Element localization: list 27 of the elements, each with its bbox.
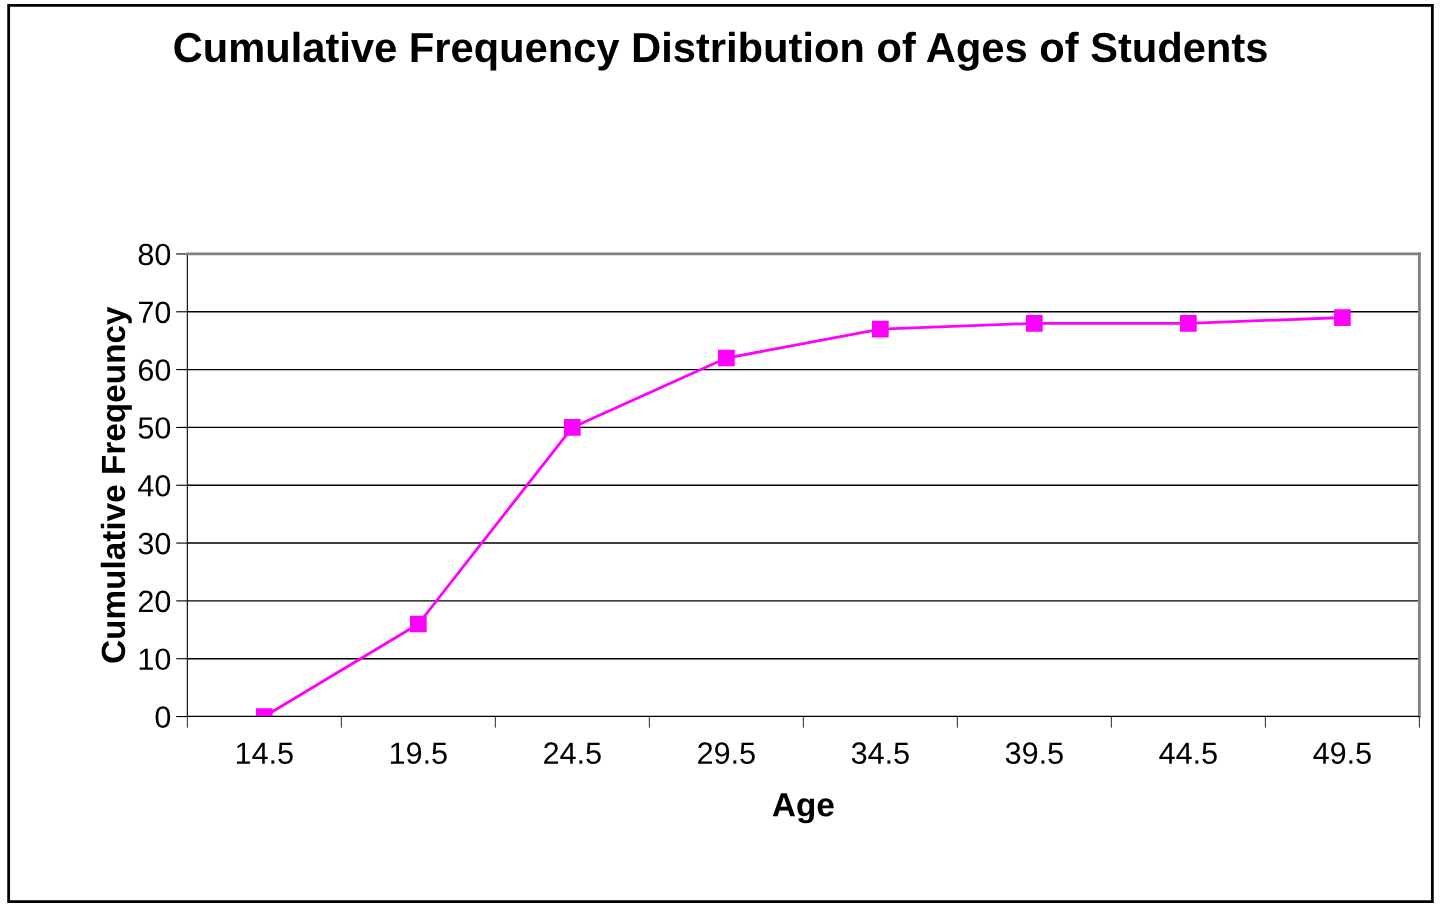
x-tick-label: 24.5 xyxy=(544,742,601,764)
y-tick-label: 70 xyxy=(138,301,171,324)
point xyxy=(1180,315,1197,332)
y-axis-title: Cumulative Freqeuncy xyxy=(100,306,132,663)
y-tick-label: 40 xyxy=(138,474,171,497)
y-tick-label: 50 xyxy=(138,417,171,439)
point xyxy=(1334,309,1351,326)
chart-title: Cumulative Frequency Distribution of Ages of Students xyxy=(174,31,1267,71)
y-tick-label: 10 xyxy=(139,648,171,671)
point xyxy=(564,419,581,436)
y-tick-label: 0 xyxy=(155,706,171,728)
y-tick-label: 20 xyxy=(138,590,171,613)
x-tick-label: 29.5 xyxy=(698,742,755,764)
x-axis-title: Age xyxy=(772,793,834,824)
x-tick-label: 34.5 xyxy=(851,742,909,764)
y-tick-label: 60 xyxy=(138,359,171,381)
y-tick-label: 30 xyxy=(138,532,171,555)
point xyxy=(410,615,427,633)
point xyxy=(718,349,735,367)
x-tick-label: 44.5 xyxy=(1159,742,1217,764)
point xyxy=(1026,315,1043,332)
x-tick-label: 14.5 xyxy=(236,742,293,764)
point xyxy=(872,320,889,338)
x-tick-label: 19.5 xyxy=(390,742,447,764)
y-tick-label: 80 xyxy=(138,243,171,266)
x-tick-label: 49.5 xyxy=(1313,742,1371,764)
x-tick-label: 39.5 xyxy=(1005,742,1063,764)
